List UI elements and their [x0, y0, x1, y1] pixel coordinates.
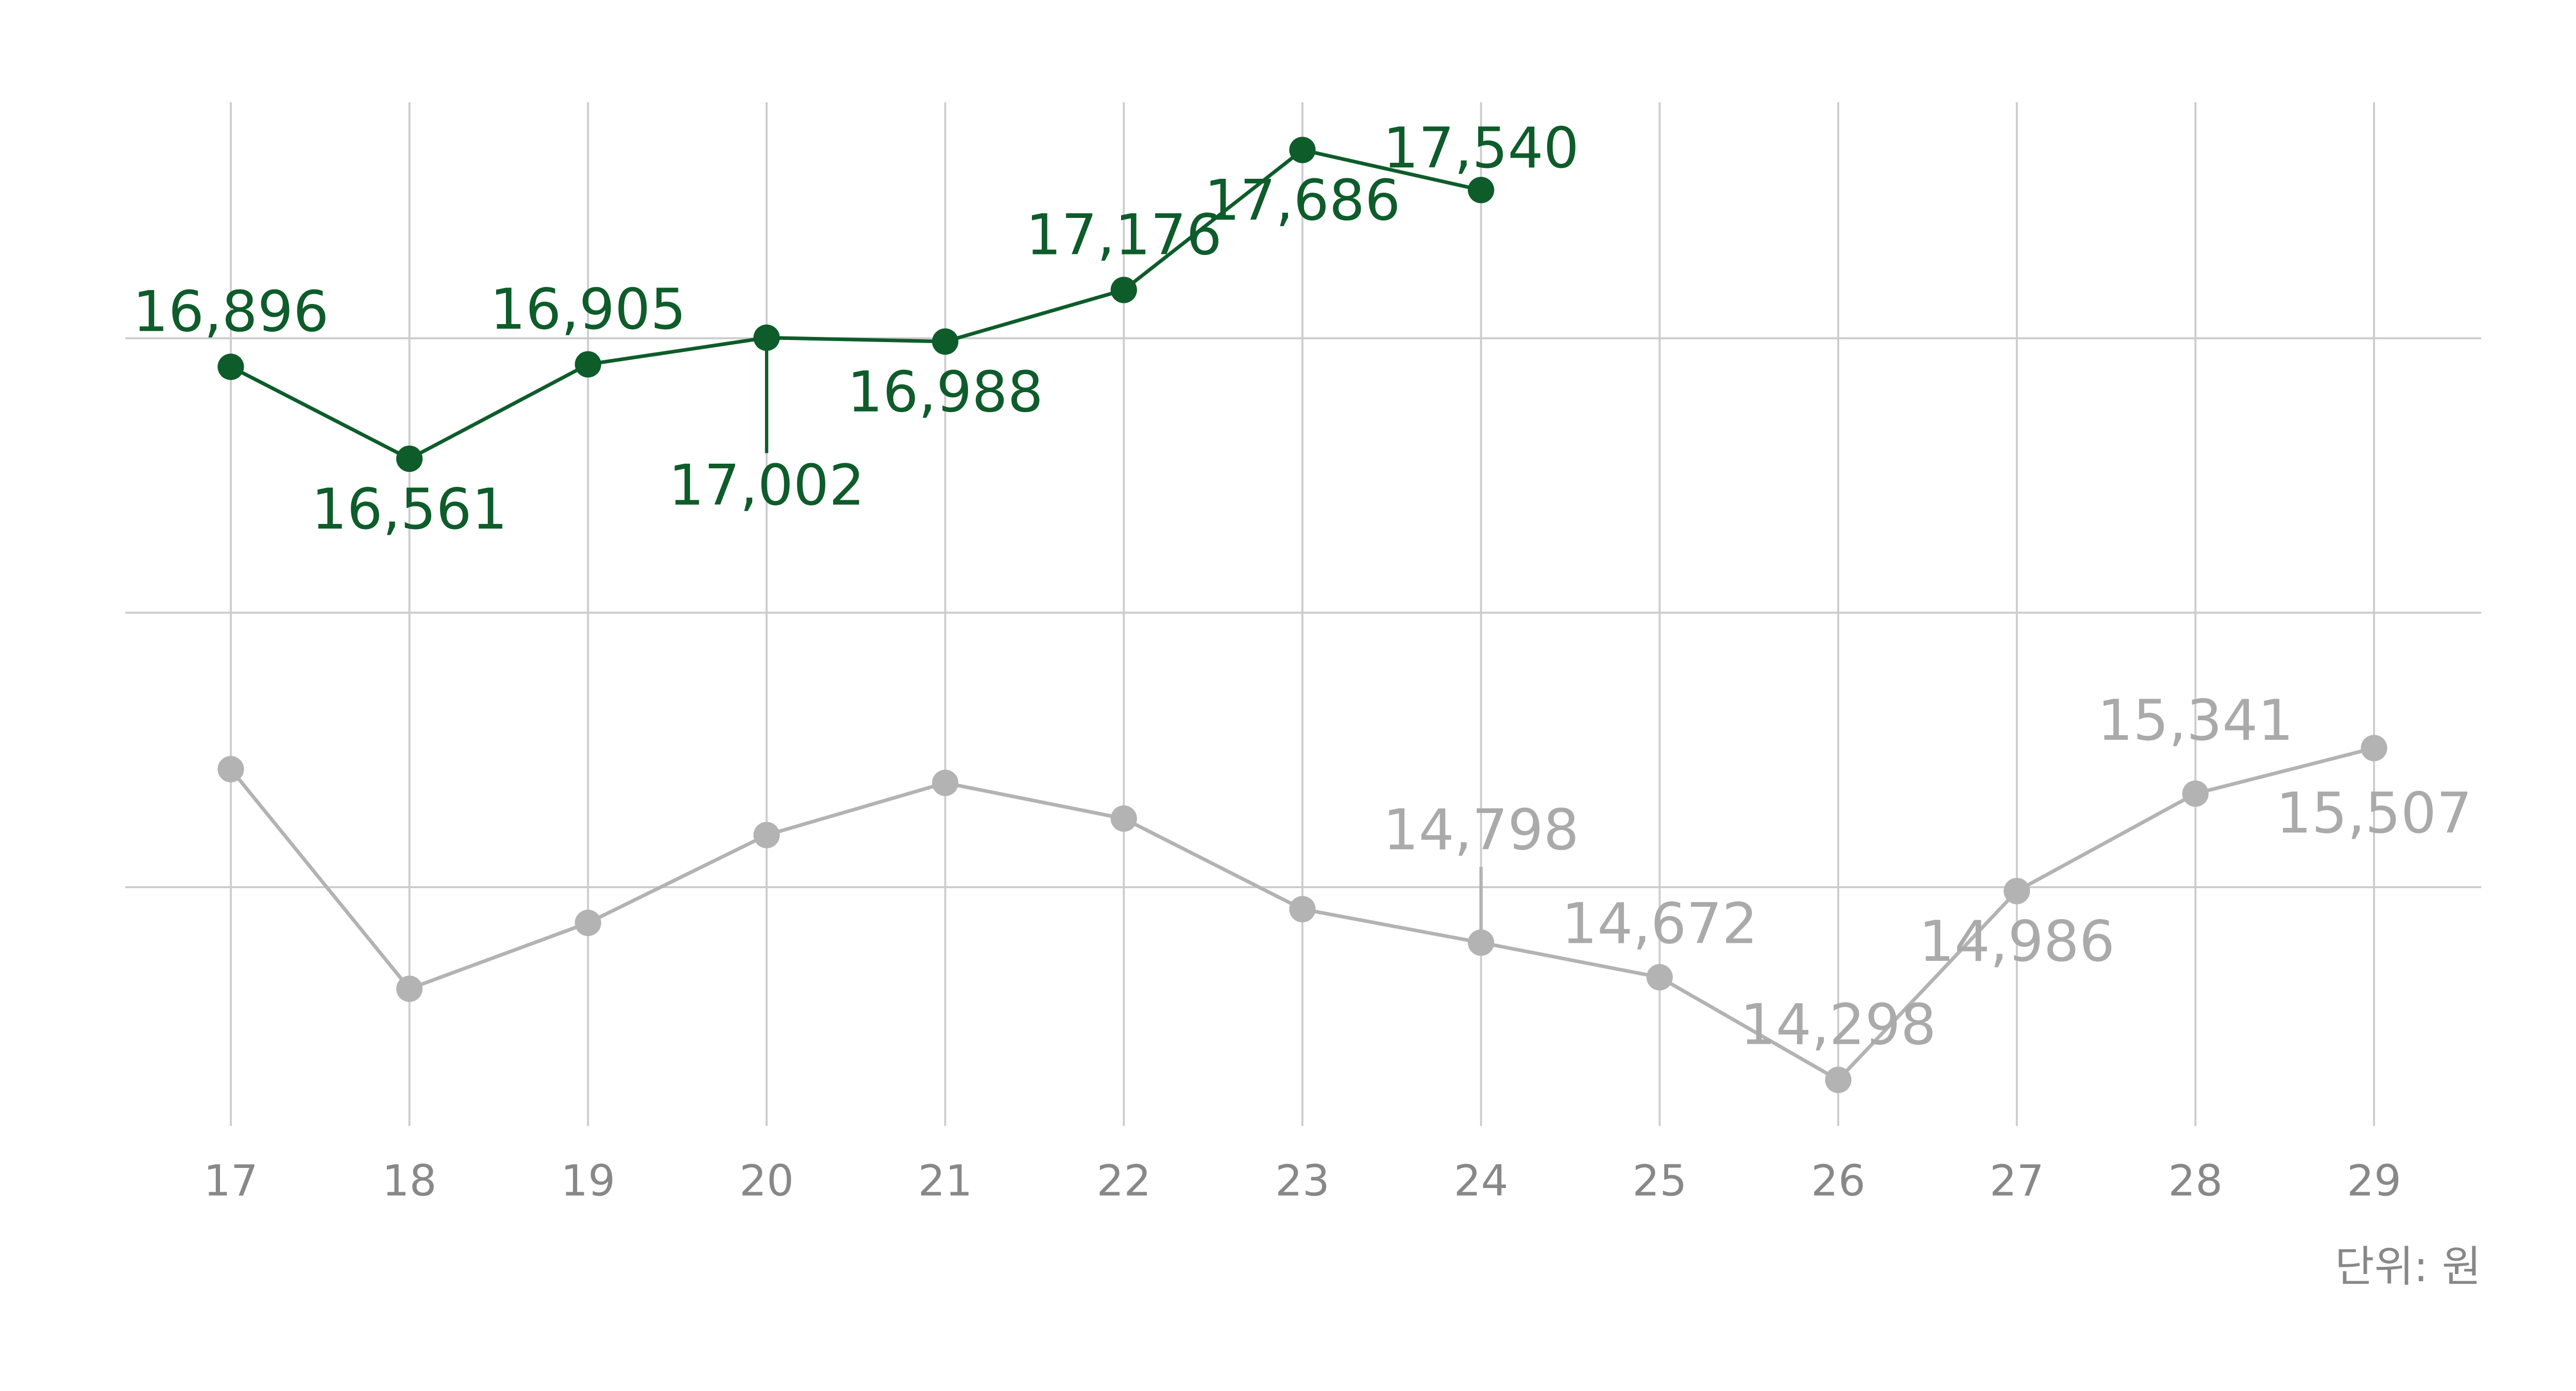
data-point [396, 975, 423, 1002]
data-point [574, 909, 601, 936]
x-tick-label: 26 [1811, 1156, 1866, 1206]
data-point [574, 351, 601, 378]
x-tick-label: 17 [204, 1156, 258, 1206]
x-tick-label: 21 [918, 1156, 973, 1206]
data-point [2004, 877, 2030, 905]
data-label: 16,561 [311, 477, 507, 542]
data-label: 16,905 [490, 277, 686, 342]
x-tick-label: 18 [382, 1156, 437, 1206]
data-label: 14,298 [1740, 992, 1937, 1058]
data-point [2361, 735, 2387, 761]
x-tick-label: 22 [1096, 1156, 1151, 1206]
series-line [230, 148, 1482, 461]
data-point [1289, 137, 1316, 163]
x-tick-label: 25 [1632, 1156, 1687, 1206]
data-label: 16,896 [133, 279, 329, 345]
data-point [1646, 964, 1673, 991]
data-point [1468, 177, 1495, 203]
data-point [217, 756, 244, 783]
x-tick-label: 19 [561, 1156, 615, 1206]
x-tick-label: 23 [1275, 1156, 1330, 1206]
data-point [932, 328, 959, 355]
x-tick-label: 20 [739, 1156, 794, 1206]
unit-note: 단위: 원 [2335, 1242, 2481, 1292]
x-tick-label: 24 [1454, 1156, 1509, 1206]
data-point [1110, 277, 1137, 303]
data-point [1825, 1066, 1852, 1093]
x-tick-label: 28 [2168, 1156, 2223, 1206]
data-label: 17,176 [1026, 202, 1222, 267]
data-label: 14,986 [1919, 909, 2115, 974]
data-label: 16,988 [847, 359, 1043, 425]
data-label: 17,540 [1383, 115, 1579, 181]
x-tick-label: 29 [2347, 1156, 2401, 1206]
data-point [753, 822, 780, 849]
data-label: 17,002 [669, 453, 865, 518]
data-point [217, 353, 244, 380]
data-label: 14,798 [1383, 797, 1579, 862]
data-point [932, 770, 959, 796]
data-label: 15,341 [2097, 688, 2294, 753]
x-tick-label: 27 [1990, 1156, 2044, 1206]
data-point [1110, 805, 1137, 832]
data-point [753, 324, 780, 351]
data-point [1289, 896, 1316, 923]
data-label: 17,686 [1205, 167, 1401, 233]
data-point [396, 445, 423, 472]
data-point [2182, 780, 2209, 807]
data-label: 14,672 [1562, 891, 1758, 957]
data-point [1468, 929, 1495, 956]
data-label: 15,507 [2276, 781, 2472, 846]
